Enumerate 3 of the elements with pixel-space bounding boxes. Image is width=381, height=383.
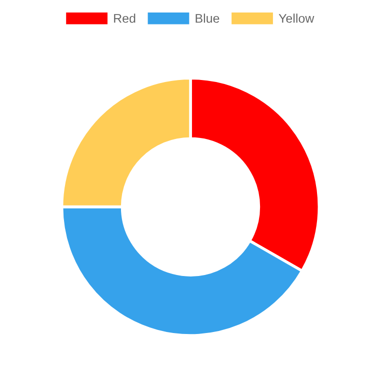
legend-label: Red — [114, 14, 136, 23]
legend-label: Blue — [196, 14, 220, 23]
legend-label: Yellow — [278, 14, 314, 23]
